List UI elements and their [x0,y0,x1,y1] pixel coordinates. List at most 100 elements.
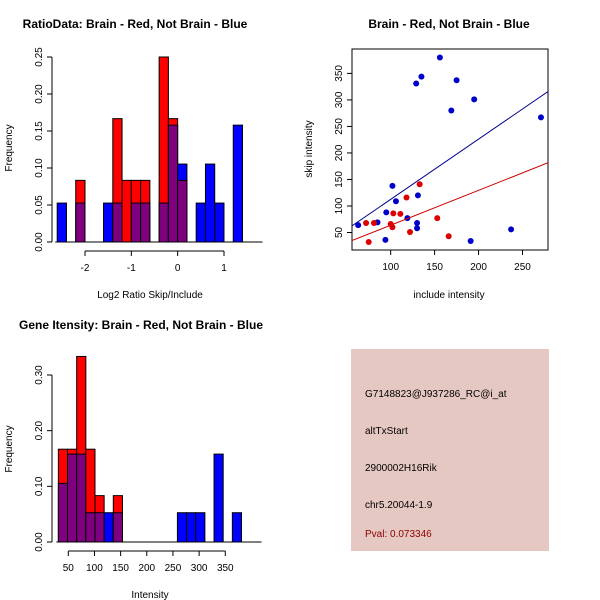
scatter-point-not-brain [471,96,478,103]
hist1-bar-overlap [75,202,86,243]
scatter-y-tick-label: 150 [334,171,345,188]
hist2-ylabel: Frequency [4,425,15,472]
hist2-bar-overlap [57,482,69,543]
hist1-bar-not-brain [214,202,225,243]
hist2-bar-not-brain [195,512,206,543]
scatter-point-not-brain [448,107,455,114]
hist2-x-tick-label: 300 [191,563,208,574]
scatter-point-not-brain [413,80,420,87]
scatter-plot-box [351,48,549,251]
scatter-fit-line-brain [352,162,548,242]
scatter-point-brain [363,219,370,226]
hist1-title: RatioData: Brain - Red, Not Brain - Blue [23,17,248,31]
scatter-title: Brain - Red, Not Brain - Blue [368,17,530,31]
hist1-bar-brain [121,179,132,243]
hist2-x-tick-label: 150 [112,563,129,574]
hist2-bar-not-brain [103,512,114,543]
scatter-point-not-brain [355,222,362,229]
scatter-point-brain [389,224,396,231]
hist1-y-tick-label: 0.25 [34,47,45,67]
hist2-x-tick-label: 250 [165,563,182,574]
scatter-plot: 100 150 200 250 50 100 150 200 250 300 350 [334,48,549,273]
info-panel [351,349,549,551]
hist2-y-tick-label: 0.10 [34,476,45,496]
scatter-point-brain [445,233,452,240]
hist2-bar-overlap [85,512,96,543]
scatter-y-tick-label: 200 [334,144,345,161]
hist1-x-tick-label: -1 [127,263,136,274]
scatter-point-brain [416,181,423,188]
scatter-point-brain [370,219,377,226]
hist2-bar-overlap [94,512,105,543]
hist1-plot: 0.00 0.05 0.10 0.15 0.20 0.25 -2 -1 0 1 [34,47,263,274]
hist1-bar-overlap [140,202,151,243]
scatter-x-tick-label: 250 [514,262,531,273]
scatter-x-tick-label: 200 [470,262,487,273]
scatter-point-not-brain [383,209,390,216]
scatter-y-tick-label: 300 [334,91,345,108]
hist1-bar-overlap [167,124,179,243]
scatter-point-not-brain [414,219,421,226]
hist1-y-tick-label: 0.15 [34,121,45,141]
hist2-xlabel: Intensity [131,590,168,600]
hist1-bar-not-brain [232,124,244,243]
scatter-point-brain [434,215,441,222]
scatter-x-tick-label: 150 [426,262,443,273]
scatter-ylabel: skip intensity [304,120,315,177]
hist2-title: Gene Itensity: Brain - Red, Not Brain - … [19,318,263,332]
hist1-bar-overlap [158,202,169,243]
info-location: chr5.20044-1.9 [365,500,433,511]
scatter-point-brain [397,210,404,217]
info-event-type: altTxStart [365,426,408,437]
hist2-x-tick-label: 350 [217,563,234,574]
scatter-x-tick-label: 100 [382,262,399,273]
hist2-plot: 0.00 0.10 0.20 0.30 50 100 150 200 250 300 350 [34,355,262,574]
scatter-y-tick-label: 250 [334,118,345,135]
hist1-bar-not-brain [56,202,67,243]
hist2-x-tick-label: 200 [138,563,155,574]
scatter-point-not-brain [508,226,515,233]
hist1-bar-not-brain [195,202,206,243]
hist2-y-tick-label: 0.20 [34,420,45,440]
hist2-y-tick-label: 0.30 [34,365,45,385]
scatter-fit-line-not-brain [352,91,548,227]
scatter-point-not-brain [382,236,389,243]
hist1-y-tick-label: 0.20 [34,84,45,104]
scatter-point-not-brain [467,237,474,244]
hist2-bar-not-brain [176,512,188,543]
hist2-bar-not-brain [213,453,224,543]
hist1-bar-overlap [177,179,188,243]
hist2-x-tick-label: 100 [86,563,103,574]
scatter-point-brain [390,210,397,217]
hist1-xlabel: Log2 Ratio Skip/Include [97,290,203,301]
hist1-bar-not-brain [103,202,114,243]
info-probe: G7148823@J937286_RC@i_at [365,389,507,400]
hist1-y-tick-label: 0.00 [34,232,45,252]
scatter-point-brain [407,228,414,235]
scatter-point-not-brain [414,192,421,199]
scatter-point-not-brain [537,114,544,121]
scatter-point-not-brain [414,225,421,232]
scatter-point-not-brain [436,54,443,61]
scatter-point-brain [403,194,410,201]
info-gene: 2900002H16Rik [365,463,438,474]
hist1-x-tick-label: 1 [221,263,227,274]
hist2-bar-not-brain [186,512,197,543]
hist1-x-tick-label: 0 [175,263,181,274]
scatter-y-tick-label: 50 [334,226,345,238]
info-pval: Pval: 0.073346 [365,529,432,540]
scatter-point-brain [365,239,372,246]
hist2-bar-overlap [76,453,87,543]
scatter-xlabel: include intensity [413,290,484,301]
hist2-bar-overlap [112,512,123,543]
hist2-bar-not-brain [231,512,243,543]
hist2-x-tick-label: 50 [63,563,75,574]
scatter-y-tick-label: 350 [334,65,345,82]
hist2-y-tick-label: 0.00 [34,532,45,552]
hist1-y-tick-label: 0.05 [34,195,45,215]
hist1-bar-not-brain [204,163,216,243]
scatter-point-not-brain [392,198,399,205]
hist1-bar-overlap [112,202,123,243]
scatter-point-not-brain [418,73,425,80]
